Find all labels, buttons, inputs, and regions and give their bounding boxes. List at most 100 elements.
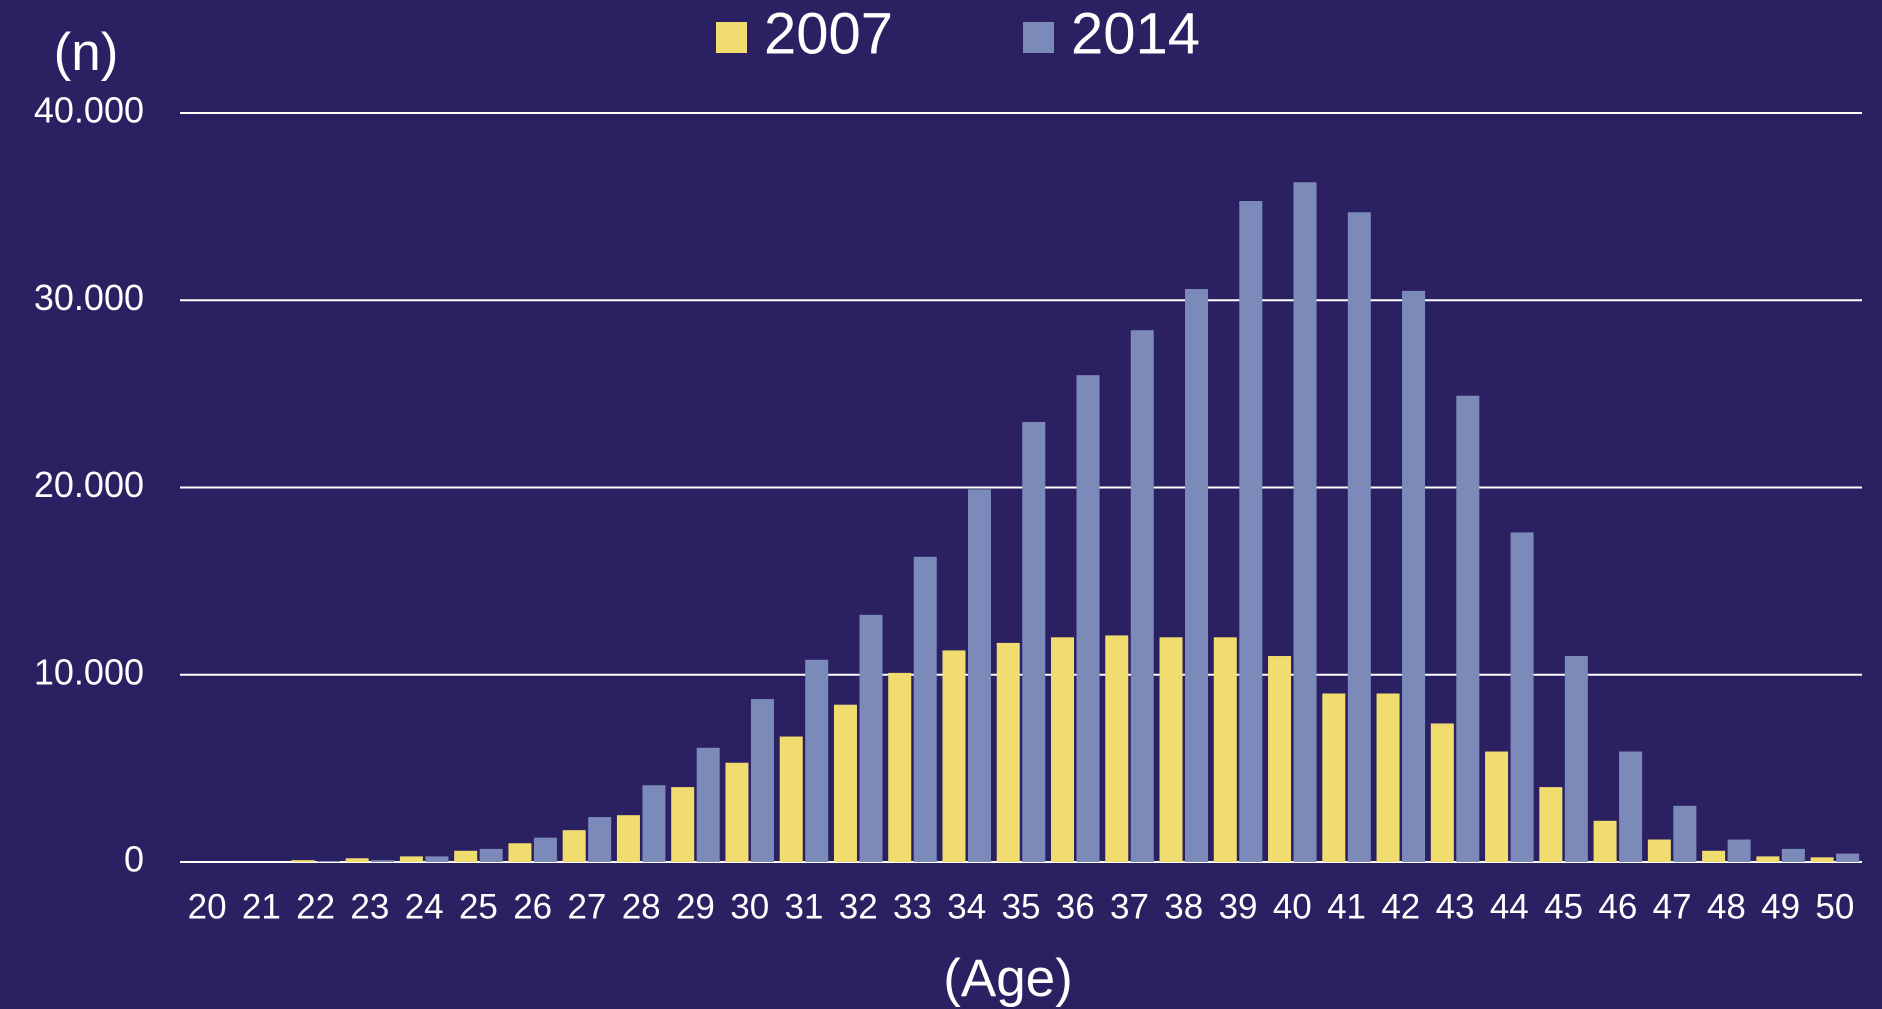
bar [1619, 751, 1643, 862]
x-tick-label: 31 [784, 887, 823, 926]
bar [942, 650, 966, 862]
legend-swatch [1023, 22, 1054, 53]
bar [1702, 850, 1726, 862]
bar [1347, 212, 1371, 862]
bar [1076, 375, 1100, 862]
bar [888, 672, 912, 862]
x-tick-label: 32 [839, 887, 878, 926]
x-tick-label: 21 [242, 887, 281, 926]
bar [1293, 182, 1317, 863]
x-tick-label: 40 [1273, 887, 1312, 926]
x-tick-label: 24 [405, 887, 444, 926]
bar [1130, 330, 1154, 863]
x-axis-label: (Age) [943, 949, 1073, 1008]
bar [562, 830, 586, 862]
bar [345, 858, 369, 862]
y-tick-label: 20.000 [34, 464, 144, 505]
bar [399, 856, 423, 862]
x-tick-label: 26 [513, 887, 552, 926]
x-tick-label: 38 [1164, 887, 1203, 926]
legend-swatch [716, 22, 747, 53]
x-tick-label: 42 [1381, 887, 1420, 926]
x-tick-label: 37 [1110, 887, 1149, 926]
bar [1239, 201, 1263, 862]
x-tick-label: 48 [1707, 887, 1746, 926]
bar [588, 817, 612, 862]
x-tick-label: 45 [1544, 887, 1583, 926]
bar [1810, 857, 1834, 862]
bar [291, 860, 315, 862]
bar [1564, 656, 1588, 862]
bar [1781, 848, 1805, 862]
x-tick-label: 47 [1653, 887, 1692, 926]
bar [1510, 532, 1534, 862]
y-tick-label: 0 [124, 839, 144, 880]
bar [1159, 637, 1183, 862]
x-tick-label: 44 [1490, 887, 1529, 926]
bar [1376, 693, 1400, 862]
bar [479, 848, 503, 862]
x-tick-label: 20 [188, 887, 227, 926]
bar [1673, 805, 1697, 862]
x-tick-label: 43 [1436, 887, 1475, 926]
y-tick-label: 10.000 [34, 651, 144, 692]
bar [1185, 289, 1209, 862]
bar [642, 785, 666, 862]
x-tick-label: 23 [350, 887, 389, 926]
x-tick-label: 36 [1056, 887, 1095, 926]
bar [696, 747, 720, 862]
bar [1402, 290, 1426, 862]
x-tick-label: 35 [1002, 887, 1041, 926]
x-tick-label: 22 [296, 887, 335, 926]
y-tick-label: 40.000 [34, 90, 144, 131]
bar [1322, 693, 1346, 862]
bar [913, 556, 937, 862]
bar [671, 787, 695, 862]
bar [1456, 395, 1480, 862]
legend-label: 2007 [764, 1, 893, 66]
x-tick-label: 49 [1761, 887, 1800, 926]
x-tick-label: 25 [459, 887, 498, 926]
bar [1022, 421, 1046, 862]
bar [1051, 637, 1075, 862]
bar [725, 762, 749, 862]
bar [425, 856, 449, 862]
bar [996, 642, 1020, 862]
bar [967, 489, 991, 862]
bar [859, 614, 883, 862]
x-tick-label: 46 [1598, 887, 1637, 926]
bar [1539, 787, 1563, 862]
bar [1593, 820, 1617, 862]
bar [1268, 656, 1292, 862]
bar [833, 704, 857, 862]
x-tick-label: 41 [1327, 887, 1366, 926]
legend-label: 2014 [1071, 1, 1200, 66]
x-tick-label: 27 [567, 887, 606, 926]
x-tick-label: 30 [730, 887, 769, 926]
x-tick-label: 29 [676, 887, 715, 926]
x-tick-label: 28 [622, 887, 661, 926]
bar [805, 659, 829, 862]
bar [750, 699, 774, 862]
y-tick-label: 30.000 [34, 277, 144, 318]
bar [616, 815, 640, 862]
x-tick-label: 50 [1815, 887, 1854, 926]
bar [533, 837, 557, 862]
bar [1727, 839, 1751, 862]
x-tick-label: 39 [1219, 887, 1258, 926]
bar [1430, 723, 1454, 862]
x-tick-label: 34 [947, 887, 986, 926]
bar [1485, 751, 1509, 862]
bar [1213, 637, 1237, 862]
bar [1105, 635, 1129, 862]
y-axis-label: (n) [54, 23, 119, 82]
bar [1756, 856, 1780, 862]
bar [454, 850, 478, 862]
bar [779, 736, 803, 862]
x-tick-label: 33 [893, 887, 932, 926]
bar [316, 861, 340, 862]
bar [1647, 839, 1671, 862]
bar [371, 860, 395, 862]
